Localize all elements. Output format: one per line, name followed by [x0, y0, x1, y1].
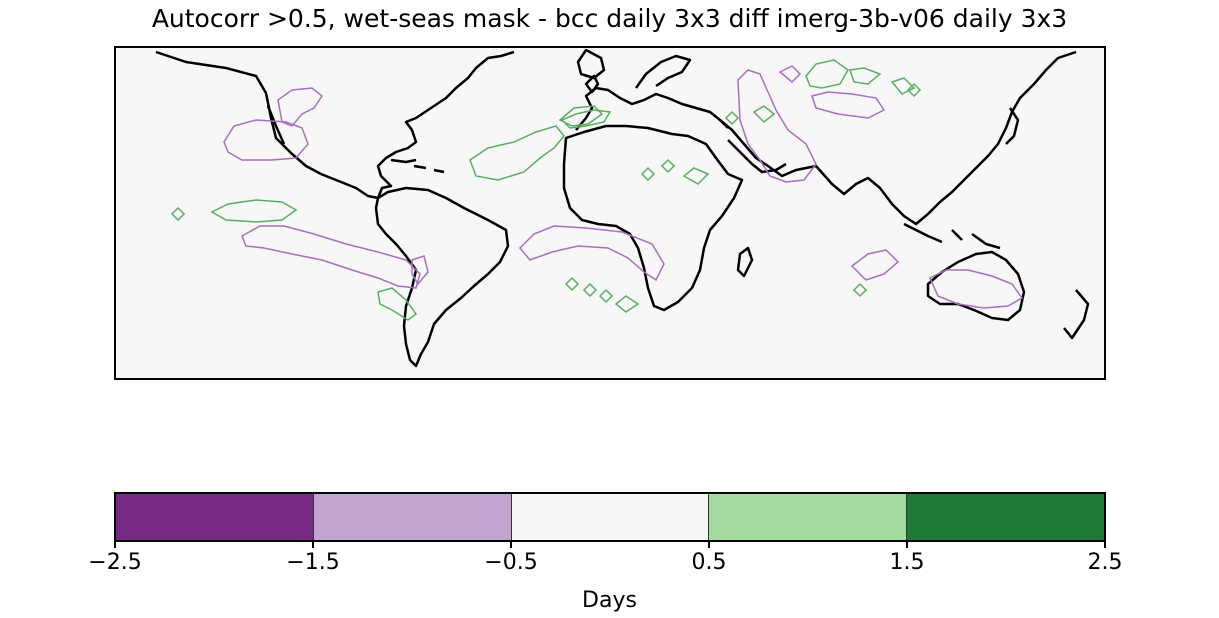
- coastline-asia: [719, 50, 1077, 226]
- coastlines: [155, 48, 1090, 368]
- coastline-baja: [266, 105, 286, 145]
- contour-neg-mexico: [277, 87, 324, 127]
- coastline-caribbean: [390, 158, 445, 174]
- coastline-greenland: [576, 48, 606, 80]
- coastline-indonesia: [903, 222, 1001, 250]
- coastline-madagascar: [736, 246, 754, 278]
- contour-pos-eastern-atlantic: [560, 109, 612, 129]
- contour-pos-atlantic-north: [469, 125, 565, 181]
- negative-contours: [223, 65, 1024, 309]
- colorbar-segment-2: [312, 494, 511, 540]
- coastline-north-america: [155, 50, 515, 200]
- colorbar-tick-label: −0.5: [484, 550, 538, 575]
- contour-pos-africa-east: [640, 158, 710, 185]
- contour-pos-pacific-central: [210, 199, 298, 223]
- colorbar-tick: [906, 542, 908, 548]
- colorbar-tick-label: 0.5: [691, 550, 727, 575]
- positive-contours: [170, 59, 922, 321]
- colorbar-tick-label: −1.5: [286, 550, 340, 575]
- contour-neg-pacific-south: [241, 225, 421, 289]
- contour-pos-europe: [558, 105, 604, 127]
- colorbar-tick-label: 2.5: [1087, 550, 1123, 575]
- contour-pos-asia-scatter: [849, 67, 922, 98]
- colorbar-tick-label: 1.5: [889, 550, 925, 575]
- colorbar: [114, 492, 1106, 542]
- contour-neg-australia-south: [929, 269, 1024, 309]
- contour-pos-pacific-dot: [170, 206, 186, 222]
- colorbar-segment-3: [510, 494, 709, 540]
- contour-neg-australia-west: [850, 249, 900, 281]
- colorbar-tick: [312, 542, 314, 548]
- coastline-new-zealand: [1063, 289, 1090, 340]
- world-map: [114, 46, 1106, 380]
- colorbar-segment-4: [708, 494, 907, 540]
- coastline-europe: [575, 86, 729, 131]
- colorbar-tick: [1104, 542, 1106, 548]
- coastline-arabia: [727, 139, 787, 174]
- contour-pos-australia-dot: [852, 282, 868, 298]
- coastline-british-isles: [584, 74, 600, 94]
- colorbar-tick: [510, 542, 512, 548]
- colorbar-label: Days: [582, 588, 637, 613]
- map-title: Autocorr >0.5, wet-seas mask - bcc daily…: [151, 4, 1068, 33]
- coastline-australia: [926, 250, 1026, 322]
- colorbar-segment-1: [116, 494, 313, 540]
- colorbar-tick-label: −2.5: [88, 550, 142, 575]
- colorbar-tick: [708, 542, 710, 548]
- coastline-south-america: [374, 186, 510, 368]
- contour-pos-india: [724, 105, 776, 126]
- coastline-scandinavia: [634, 54, 692, 89]
- colorbar-segment-5: [906, 494, 1104, 540]
- colorbar-tick: [114, 542, 116, 548]
- contour-neg-asia-n: [778, 65, 886, 119]
- contour-neg-atlantic-south: [518, 225, 665, 282]
- contour-pos-asia-north: [805, 59, 849, 89]
- contour-pos-chile: [377, 287, 418, 321]
- contour-neg-patagonia: [411, 255, 429, 286]
- difference-contours: [170, 59, 1024, 321]
- contour-neg-mideast: [737, 69, 817, 183]
- coastline-japan: [1005, 107, 1020, 145]
- contour-neg-pacific-north: [223, 119, 309, 161]
- contour-pos-south-atlantic-dots: [564, 276, 640, 313]
- coastline-africa: [562, 124, 744, 312]
- map-canvas: [155, 48, 1090, 368]
